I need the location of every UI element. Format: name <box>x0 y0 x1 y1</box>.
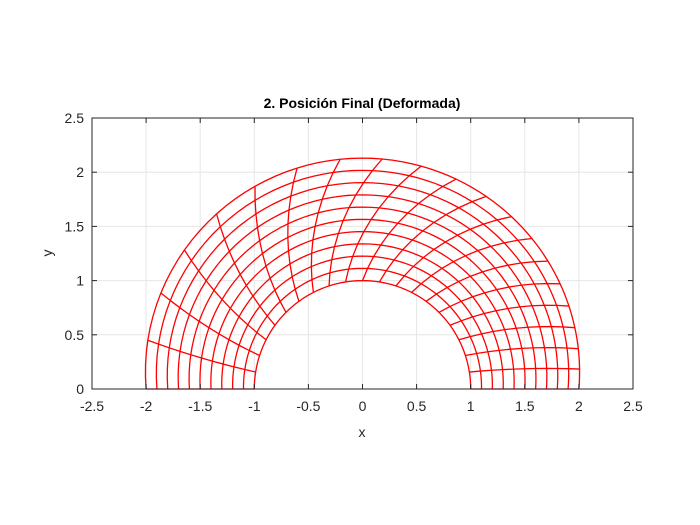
y-tick-label-1: 0.5 <box>65 327 85 343</box>
mesh-arc-line-0 <box>253 279 472 390</box>
x-tick-label-1: -2 <box>140 398 153 414</box>
y-tick-label-0: 0 <box>76 381 84 397</box>
x-tick-label-3: -1 <box>248 398 261 414</box>
y-axis-label: y <box>39 250 55 257</box>
mesh-arc-line-7 <box>177 194 548 390</box>
x-tick-label-2: -1.5 <box>188 398 212 414</box>
x-tick-label-10: 2.5 <box>623 398 643 414</box>
chart-title: 2. Posición Final (Deformada) <box>264 95 461 111</box>
mesh-arc-line-10 <box>144 157 581 390</box>
ticks <box>91 117 634 390</box>
x-tick-label-5: 0 <box>359 398 367 414</box>
y-tick-label-5: 2.5 <box>65 110 85 126</box>
mesh-arc-line-5 <box>199 218 526 390</box>
x-tick-label-4: -0.5 <box>296 398 320 414</box>
mesh-arc-line-6 <box>188 206 537 390</box>
y-tick-label-3: 1.5 <box>65 218 85 234</box>
mesh-arc-line-4 <box>210 230 515 390</box>
x-tick-label-8: 1.5 <box>515 398 535 414</box>
y-tick-label-4: 2 <box>76 164 84 180</box>
x-tick-label-6: 0.5 <box>407 398 427 414</box>
x-axis-label: x <box>359 424 366 440</box>
mesh-arc-line-2 <box>231 255 494 390</box>
mesh-arc-line-3 <box>221 243 504 390</box>
deformed-mesh <box>144 157 581 390</box>
x-tick-label-7: 1 <box>467 398 475 414</box>
mesh-arc-line-1 <box>242 267 483 390</box>
x-tick-label-0: -2.5 <box>80 398 104 414</box>
mesh-arc-line-8 <box>166 181 559 390</box>
tick-labels: -2.5 -2 -1.5 -1 -0.5 0 0.5 1 1.5 2 2.5 0 0.5 1 1.5 2 2.5 <box>65 110 643 414</box>
y-tick-label-2: 1 <box>76 273 84 289</box>
mesh-arc-line-9 <box>155 169 570 390</box>
x-tick-label-9: 2 <box>575 398 583 414</box>
